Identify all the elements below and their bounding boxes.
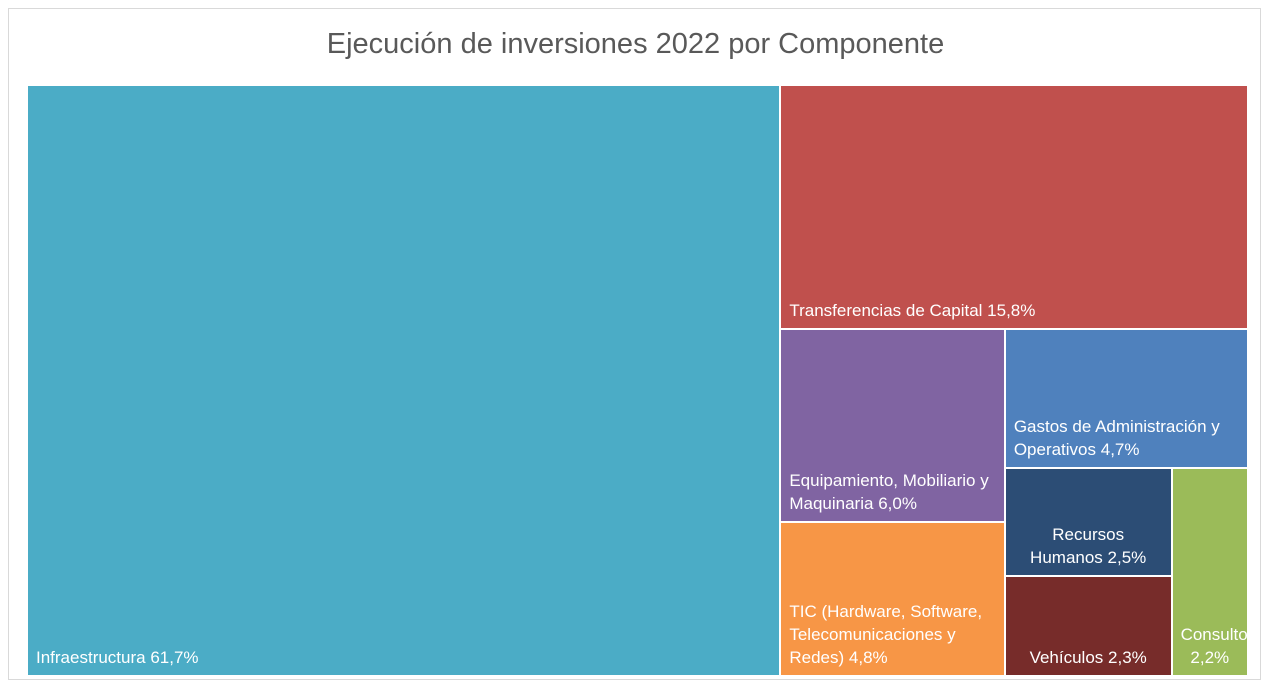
tile: TIC (Hardware, Software, Telecomunicacio…	[781, 522, 1004, 675]
category-label: Recursos Humanos	[1030, 525, 1125, 568]
tile-label: Gastos de Administración y Operativos 4,…	[1014, 415, 1239, 461]
tile-label: Consultorías 2,2%	[1181, 623, 1247, 669]
value-label: 2,5%	[1107, 548, 1147, 568]
value-label: 2,3%	[1108, 647, 1147, 667]
tile: Equipamiento, Mobiliario y Maquinaria 6,…	[781, 329, 1004, 521]
tile: Vehículos 2,3%	[1005, 577, 1171, 675]
value-label: 15,8%	[987, 300, 1036, 320]
value-label: 61,7%	[150, 648, 199, 667]
category-label: Equipamiento, Mobiliario y Maquinaria	[789, 470, 989, 513]
category-label: Infraestructura	[36, 648, 146, 667]
tile-label: Recursos Humanos 2,5%	[1014, 523, 1163, 569]
tile-label: Vehículos 2,3%	[1014, 646, 1163, 669]
tile-label: Infraestructura 61,7%	[36, 646, 771, 669]
value-label: 2,2%	[1190, 647, 1230, 667]
tile-label: Equipamiento, Mobiliario y Maquinaria 6,…	[789, 469, 995, 515]
tile-label: Transferencias de Capital 15,8%	[789, 299, 1239, 322]
category-label: TIC (Hardware, Software, Telecomunicacio…	[789, 601, 983, 667]
tile: Consultorías 2,2%	[1172, 469, 1247, 675]
category-label: Transferencias de Capital	[789, 300, 983, 320]
tile-label: TIC (Hardware, Software, Telecomunicacio…	[789, 600, 995, 669]
chart-title: Ejecución de inversiones 2022 por Compon…	[326, 28, 945, 60]
tile: Recursos Humanos 2,5%	[1005, 469, 1171, 576]
tile: Gastos de Administración y Operativos 4,…	[1005, 329, 1247, 468]
category-label: Consultorías	[1180, 624, 1247, 644]
category-label: Vehículos	[1029, 647, 1104, 667]
tile: Infraestructura 61,7%	[28, 86, 780, 675]
tile: Transferencias de Capital 15,8%	[781, 86, 1247, 328]
value-label: 4,8%	[848, 647, 888, 667]
category-label: Gastos de Administración y Operativos	[1013, 417, 1220, 460]
value-label: 6,0%	[878, 493, 917, 513]
value-label: 4,7%	[1100, 440, 1140, 460]
